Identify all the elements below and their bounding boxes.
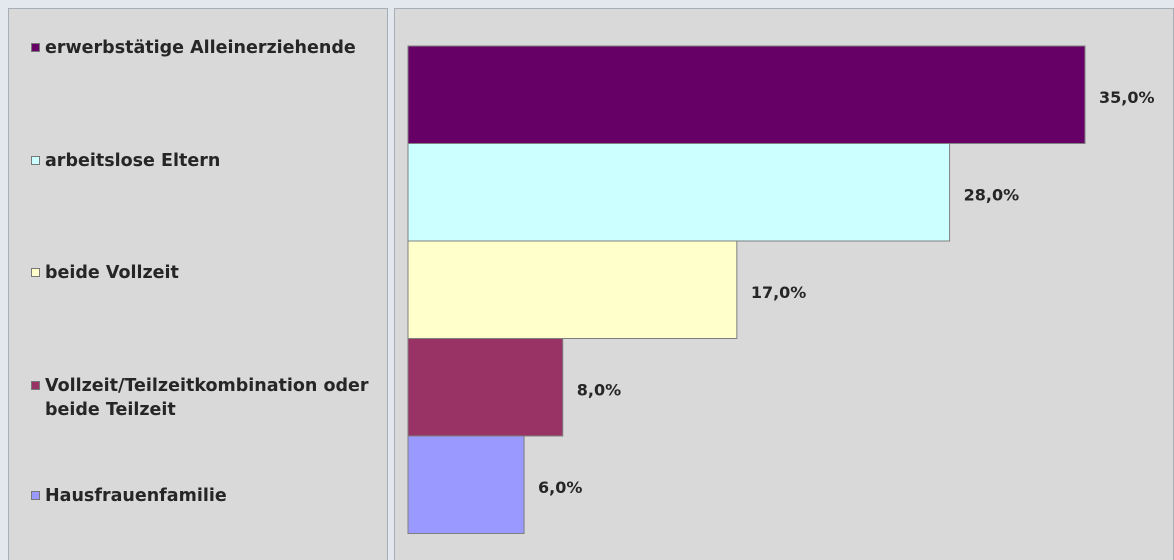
legend-label-line: Hausfrauenfamilie [45, 486, 227, 506]
data-label-5: 6,0% [538, 478, 582, 497]
legend-swatch-1 [31, 43, 40, 52]
bar-2 [407, 143, 951, 242]
legend-label-line: arbeitslose Eltern [45, 151, 221, 171]
legend: erwerbstätige Alleinerziehende arbeitslos… [8, 8, 388, 560]
legend-label-5: Hausfrauenfamilie [45, 484, 227, 508]
bar-chart: 35,0% 28,0% 17,0% 8,0% 6,0% [407, 45, 1155, 534]
legend-label-line: erwerbstätige Alleinerziehende [45, 38, 356, 58]
plot-area: 35,0% 28,0% 17,0% 8,0% 6,0% [394, 8, 1174, 560]
data-label-2: 28,0% [964, 186, 1020, 205]
legend-label-line: Vollzeit/Teilzeitkombination oder [45, 376, 369, 396]
legend-label-line: beide Teilzeit [45, 400, 176, 420]
bar-1 [407, 45, 1086, 144]
legend-swatch-4 [31, 381, 40, 390]
data-label-3: 17,0% [751, 283, 807, 302]
legend-label-2: arbeitslose Eltern [45, 149, 220, 173]
data-label-1: 35,0% [1099, 88, 1155, 107]
legend-label-line: beide Vollzeit [45, 263, 179, 283]
legend-label-3: beide Vollzeit [45, 261, 179, 285]
legend-label-1: erwerbstätige Alleinerziehende [45, 36, 356, 60]
legend-swatch-3 [31, 268, 40, 277]
legend-label-4: Vollzeit/Teilzeitkombination oder beide T… [45, 374, 369, 422]
bar-5 [407, 435, 525, 534]
bar-3 [407, 240, 738, 339]
data-label-4: 8,0% [577, 381, 621, 400]
legend-swatch-2 [31, 156, 40, 165]
legend-swatch-5 [31, 491, 40, 500]
bar-4 [407, 338, 564, 437]
